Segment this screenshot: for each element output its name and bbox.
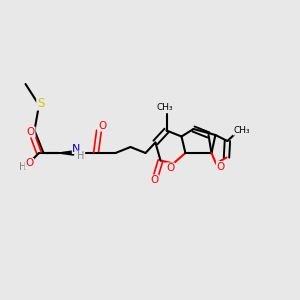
Text: S: S xyxy=(37,97,44,110)
Text: N: N xyxy=(72,143,81,154)
Text: O: O xyxy=(166,163,175,173)
Text: CH₃: CH₃ xyxy=(157,103,173,112)
Text: CH₃: CH₃ xyxy=(233,126,250,135)
Text: O: O xyxy=(150,175,159,185)
Text: H: H xyxy=(19,161,26,172)
Text: O: O xyxy=(98,121,106,131)
Text: O: O xyxy=(25,158,34,169)
Text: O: O xyxy=(27,127,35,137)
Text: O: O xyxy=(216,161,225,172)
Text: H: H xyxy=(77,151,85,161)
Polygon shape xyxy=(58,151,74,155)
